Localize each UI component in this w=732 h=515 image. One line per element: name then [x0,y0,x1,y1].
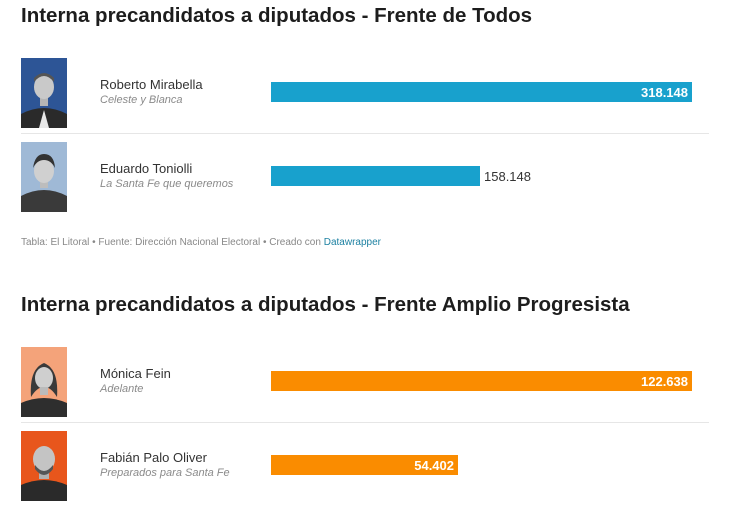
bar-toniolli [271,166,480,186]
bar-mirabella: 318.148 [271,82,692,102]
table-row: Roberto Mirabella Celeste y Blanca 318.1… [21,58,709,134]
candidate-name: Eduardo Toniolli [100,161,193,176]
chart-title: Interna precandidatos a diputados - Fren… [21,4,533,27]
avatar-monica-fein [21,347,67,417]
footer-source: Tabla: El Litoral • Fuente: Dirección Na… [21,237,324,248]
bar-fein: 122.638 [271,371,692,391]
bar-value-label: 54.402 [414,458,454,473]
bar-value-label: 122.638 [641,374,688,389]
candidate-name: Mónica Fein [100,366,171,381]
table-row: Fabián Palo Oliver Preparados para Santa… [21,431,709,506]
table-row: Eduardo Toniolli La Santa Fe que queremo… [21,142,709,217]
avatar-eduardo-toniolli [21,142,67,212]
candidate-name: Fabián Palo Oliver [100,450,207,465]
candidate-list: La Santa Fe que queremos [100,178,234,190]
bar-value-label: 318.148 [641,85,688,100]
table-row: Mónica Fein Adelante 122.638 [21,347,709,423]
avatar-roberto-mirabella [21,58,67,128]
chart-title: Interna precandidatos a diputados - Fren… [21,293,630,316]
chart-footer: Tabla: El Litoral • Fuente: Dirección Na… [21,237,381,248]
avatar-fabian-palo-oliver [21,431,67,501]
bar-palo-oliver: 54.402 [271,455,458,475]
bar-value-label: 158.148 [484,169,531,184]
candidate-name: Roberto Mirabella [100,77,203,92]
datawrapper-link[interactable]: Datawrapper [323,237,381,248]
candidate-list: Adelante [100,383,144,395]
candidate-list: Preparados para Santa Fe [100,467,230,479]
candidate-list: Celeste y Blanca [100,94,183,106]
